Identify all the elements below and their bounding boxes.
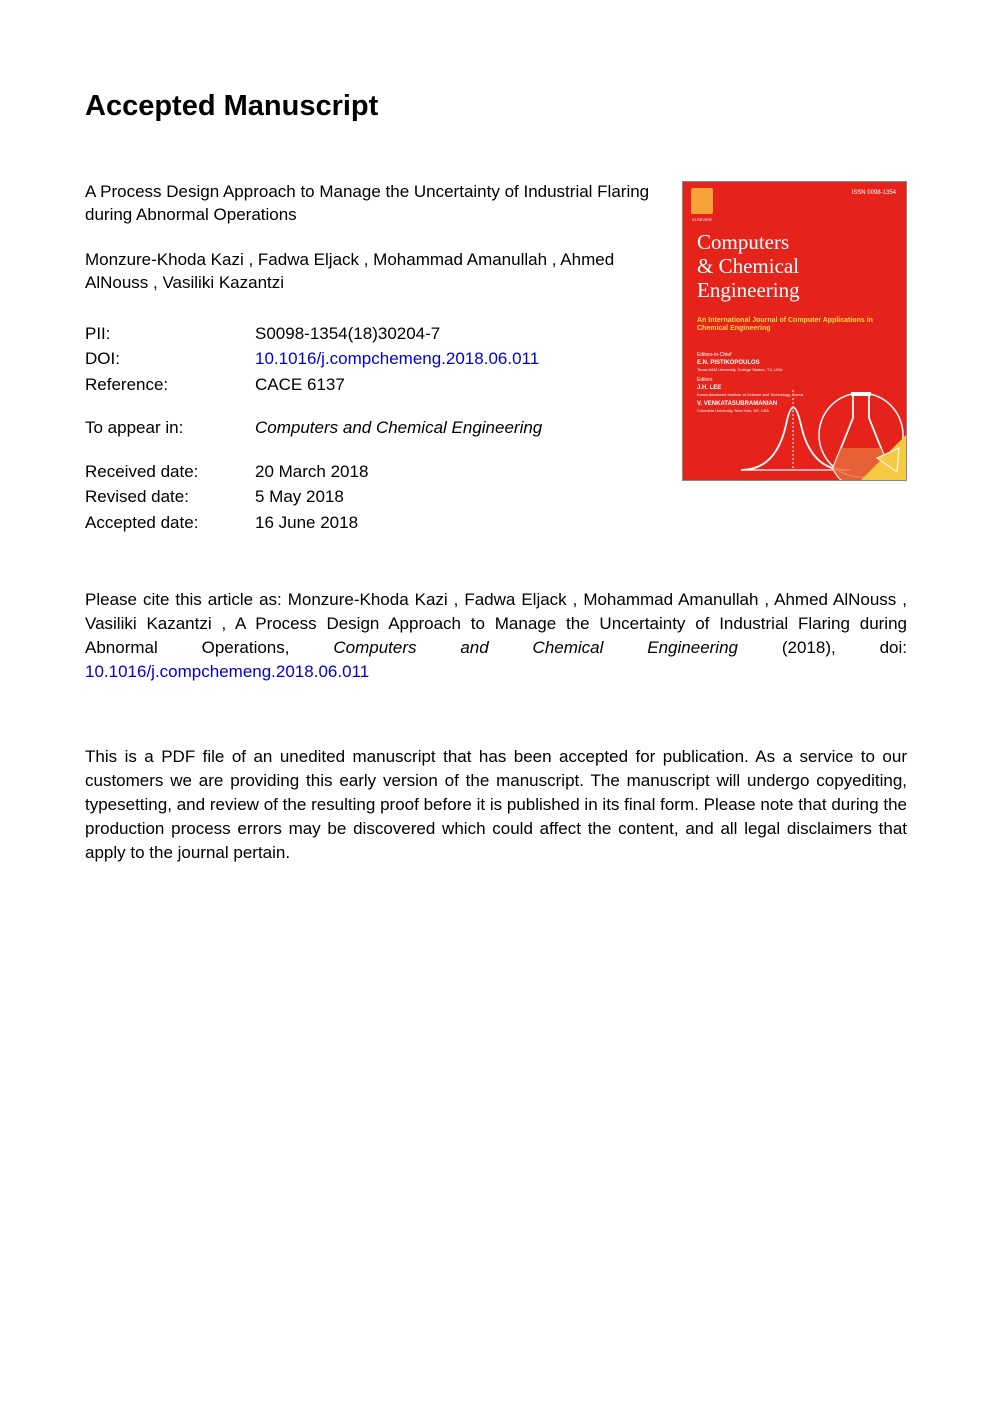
citation-year: (2018), doi: — [738, 638, 907, 657]
meta-block-appear: To appear in: Computers and Chemical Eng… — [85, 415, 652, 441]
cover-subtitle: An International Journal of Computer App… — [697, 317, 892, 334]
citation-doi-link[interactable]: 10.1016/j.compchemeng.2018.06.011 — [85, 662, 369, 681]
reference-value: CACE 6137 — [255, 372, 652, 398]
meta-block-dates: Received date: 20 March 2018 Revised dat… — [85, 459, 652, 536]
meta-row-reference: Reference: CACE 6137 — [85, 372, 652, 398]
meta-block-ids: PII: S0098-1354(18)30204-7 DOI: 10.1016/… — [85, 321, 652, 398]
disclaimer-paragraph: This is a PDF file of an unedited manusc… — [85, 745, 907, 864]
meta-row-doi: DOI: 10.1016/j.compchemeng.2018.06.011 — [85, 346, 652, 372]
doi-label: DOI: — [85, 346, 255, 372]
cover-title-line2: & Chemical — [697, 254, 799, 278]
meta-row-accepted: Accepted date: 16 June 2018 — [85, 510, 652, 536]
pii-value: S0098-1354(18)30204-7 — [255, 321, 652, 347]
reference-label: Reference: — [85, 372, 255, 398]
revised-value: 5 May 2018 — [255, 484, 652, 510]
article-title: A Process Design Approach to Manage the … — [85, 181, 652, 227]
cover-issn: ISSN 0098-1354 — [852, 190, 896, 196]
citation-paragraph: Please cite this article as: Monzure-Kho… — [85, 588, 907, 683]
accepted-value: 16 June 2018 — [255, 510, 652, 536]
meta-row-pii: PII: S0098-1354(18)30204-7 — [85, 321, 652, 347]
cover-column: ISSN 0098-1354 ELSEVIER Computers & Chem… — [682, 181, 907, 553]
received-label: Received date: — [85, 459, 255, 485]
page-heading: Accepted Manuscript — [85, 90, 907, 123]
left-column: A Process Design Approach to Manage the … — [85, 181, 652, 553]
elsevier-tree-icon — [691, 188, 713, 214]
elsevier-label: ELSEVIER — [691, 217, 713, 222]
journal-cover: ISSN 0098-1354 ELSEVIER Computers & Chem… — [682, 181, 907, 481]
pii-label: PII: — [85, 321, 255, 347]
content-row: A Process Design Approach to Manage the … — [85, 181, 907, 553]
appear-value: Computers and Chemical Engineering — [255, 415, 652, 441]
article-authors: Monzure-Khoda Kazi , Fadwa Eljack , Moha… — [85, 249, 652, 295]
meta-row-received: Received date: 20 March 2018 — [85, 459, 652, 485]
cover-title-line3: Engineering — [697, 278, 800, 302]
citation-journal: Computers and Chemical Engineering — [333, 638, 738, 657]
revised-label: Revised date: — [85, 484, 255, 510]
meta-row-appear: To appear in: Computers and Chemical Eng… — [85, 415, 652, 441]
appear-label: To appear in: — [85, 415, 255, 441]
cover-title-line1: Computers — [697, 230, 789, 254]
cover-art-icon — [682, 340, 906, 480]
meta-row-revised: Revised date: 5 May 2018 — [85, 484, 652, 510]
received-value: 20 March 2018 — [255, 459, 652, 485]
cover-journal-title: Computers & Chemical Engineering — [697, 230, 892, 302]
accepted-label: Accepted date: — [85, 510, 255, 536]
elsevier-logo: ELSEVIER — [691, 188, 713, 214]
doi-link[interactable]: 10.1016/j.compchemeng.2018.06.011 — [255, 349, 539, 368]
